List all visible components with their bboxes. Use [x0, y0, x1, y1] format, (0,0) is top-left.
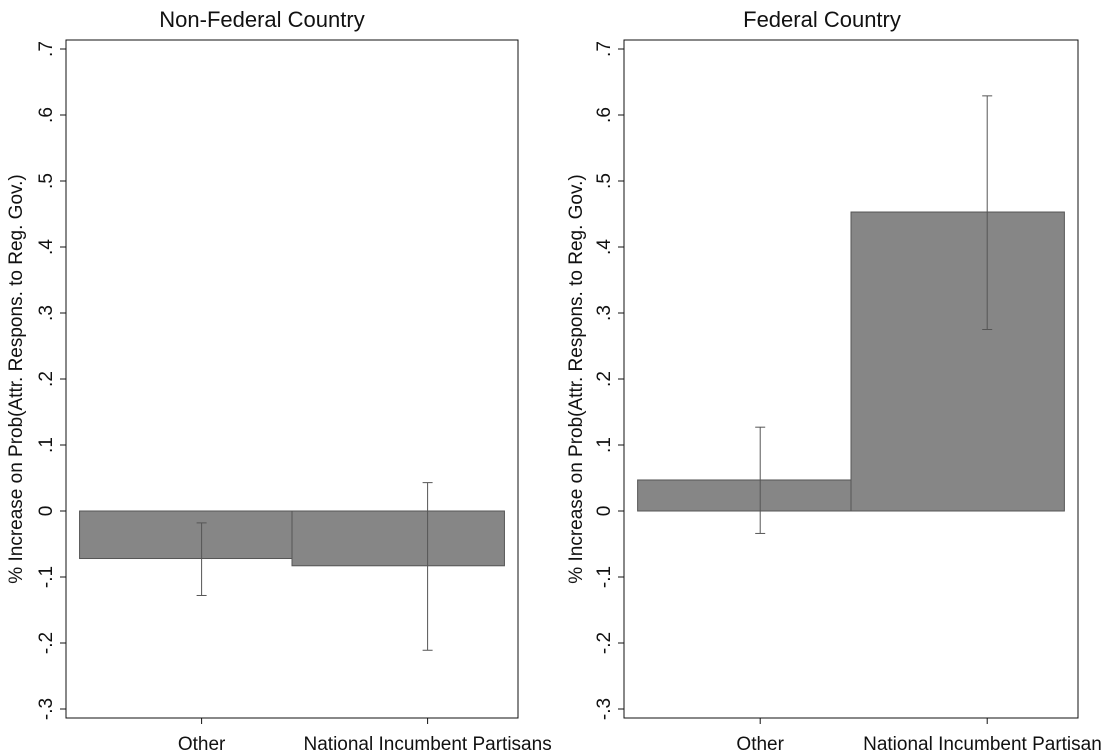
- y-tick-label: .3: [36, 305, 57, 321]
- y-tick-label: .7: [594, 41, 615, 57]
- y-tick-label: .1: [36, 437, 57, 453]
- x-tick-label: Other: [736, 734, 784, 755]
- y-tick-label: .5: [36, 173, 57, 189]
- plot-frame: [65, 39, 519, 719]
- y-axis-label: % Increase on Prob(Attr. Respons. to Reg…: [566, 174, 587, 583]
- y-tick-label: .2: [594, 371, 615, 387]
- y-tick-label: .7: [36, 41, 57, 57]
- x-tick-label: Other: [178, 734, 226, 755]
- y-axis-label: % Increase on Prob(Attr. Respons. to Reg…: [6, 174, 27, 583]
- y-tick-label: .3: [594, 305, 615, 321]
- y-tick-label: -.1: [36, 566, 57, 588]
- y-tick-label: .2: [36, 371, 57, 387]
- y-tick-label: 0: [594, 506, 615, 517]
- x-tick-label: National Incumbent Partisans: [863, 734, 1102, 755]
- chart-title: Federal Country: [743, 7, 901, 32]
- x-tick-label: National Incumbent Partisans: [304, 734, 552, 755]
- y-tick-label: -.3: [594, 698, 615, 720]
- bar-national-incumbent-partisans: [291, 510, 505, 567]
- y-tick-label: 0: [36, 506, 57, 517]
- y-tick-label: .4: [36, 239, 57, 255]
- y-tick-label: .6: [36, 107, 57, 123]
- y-tick-label: -.1: [594, 566, 615, 588]
- y-tick-label: .5: [594, 173, 615, 189]
- y-tick-label: .4: [594, 239, 615, 255]
- y-tick-label: -.2: [36, 632, 57, 654]
- chart-title: Non-Federal Country: [159, 7, 364, 32]
- y-tick-label: -.3: [36, 698, 57, 720]
- bar-other: [79, 510, 293, 560]
- y-tick-label: -.2: [594, 632, 615, 654]
- bar-other: [637, 479, 852, 512]
- bar-national-incumbent-partisans: [850, 211, 1065, 512]
- y-tick-label: .1: [594, 437, 615, 453]
- y-tick-label: .6: [594, 107, 615, 123]
